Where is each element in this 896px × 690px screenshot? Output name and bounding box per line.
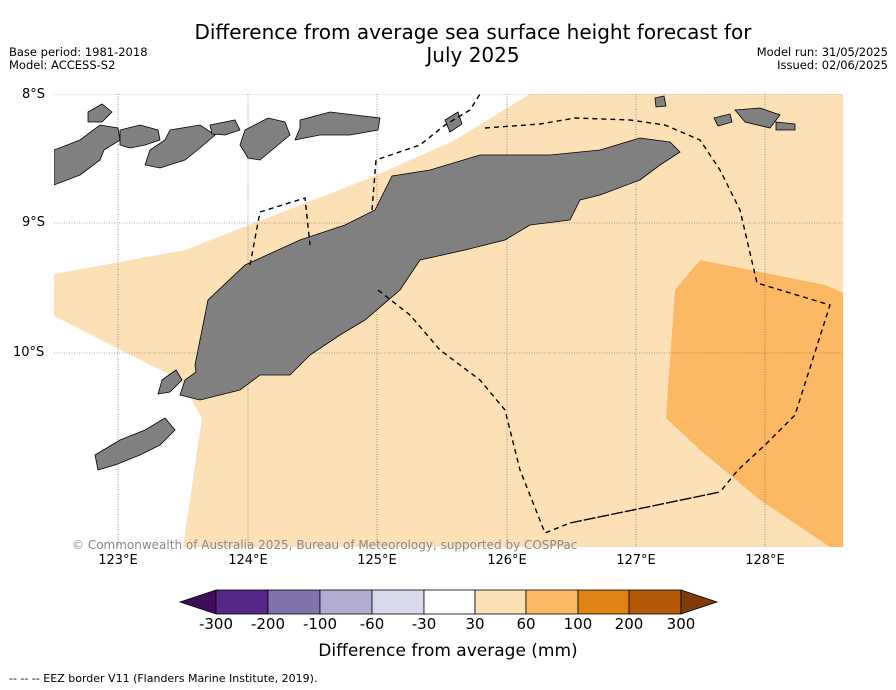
islet-b xyxy=(444,111,463,133)
colorbar-seg-9 xyxy=(628,589,682,615)
colorbar-tick-label: -100 xyxy=(302,615,338,633)
colorbar-tick-label: -30 xyxy=(411,615,437,633)
lon-label-124e: 124°E xyxy=(228,553,268,568)
colorbar-tick-label: 300 xyxy=(666,615,696,633)
colorbar-seg-4 xyxy=(371,589,425,615)
colorbar-tick-label: -200 xyxy=(250,615,286,633)
copyright-notice: © Commonwealth of Australia 2025, Bureau… xyxy=(72,538,578,552)
wetar-island xyxy=(294,111,381,141)
lat-label-10s: 10°S xyxy=(13,345,45,360)
islet-c xyxy=(654,95,667,108)
colorbar-extend-high xyxy=(680,589,719,615)
colorbar-tick-label: -60 xyxy=(359,615,385,633)
flores-island xyxy=(54,124,121,186)
lon-label-126e: 126°E xyxy=(487,553,527,568)
colorbar-seg-1 xyxy=(215,589,269,615)
colorbar-seg-7 xyxy=(525,589,579,615)
sumba-island xyxy=(94,417,176,471)
colorbar-tick-label: 100 xyxy=(563,615,593,633)
colorbar xyxy=(178,589,719,615)
colorbar-tick-label: 60 xyxy=(516,615,536,633)
meta-left: Base period: 1981-2018 Model: ACCESS-S2 xyxy=(9,46,148,72)
anomaly-region-60-100 xyxy=(666,260,843,547)
colorbar-extend-low xyxy=(178,589,217,615)
colorbar-seg-8 xyxy=(577,589,630,615)
lon-label-125e: 125°E xyxy=(357,553,397,568)
colorbar-seg-3 xyxy=(319,589,373,615)
colorbar-title: Difference from average (mm) xyxy=(318,641,578,661)
map-area xyxy=(54,94,843,547)
model-name: Model: ACCESS-S2 xyxy=(9,58,116,72)
anomaly-region-30-60 xyxy=(54,94,843,547)
eez-footnote: -- -- -- EEZ border V11 (Flanders Marine… xyxy=(9,672,318,685)
map-title-line1: Difference from average sea surface heig… xyxy=(194,20,752,44)
meta-right: Model run: 31/05/2025 Issued: 02/06/2025 xyxy=(757,46,888,72)
islet-d xyxy=(734,107,781,129)
lon-label-127e: 127°E xyxy=(616,553,656,568)
colorbar-tick-label: -300 xyxy=(198,615,234,633)
pantar-island xyxy=(209,119,241,136)
model-run: Model run: 31/05/2025 xyxy=(756,45,888,59)
colorbar-tick-label: 30 xyxy=(465,615,485,633)
colorbar-tick-label: 200 xyxy=(614,615,644,633)
islet-e xyxy=(775,121,796,131)
colorbar-seg-2 xyxy=(267,589,321,615)
lat-label-8s: 8°S xyxy=(22,87,46,102)
islet-f xyxy=(713,113,733,127)
colorbar-seg-5 xyxy=(423,589,476,615)
alor-island xyxy=(144,124,216,169)
lat-label-9s: 9°S xyxy=(22,215,46,230)
lon-label-123e: 123°E xyxy=(98,553,138,568)
flores-island-east xyxy=(119,124,161,149)
base-period: Base period: 1981-2018 xyxy=(9,45,148,59)
map-title-line2: July 2025 xyxy=(426,43,520,67)
eez-border xyxy=(249,94,831,534)
issued-date: Issued: 02/06/2025 xyxy=(777,58,888,72)
timor-island xyxy=(179,137,681,401)
rote-island xyxy=(157,369,183,395)
landmasses xyxy=(54,95,796,471)
wetar-west xyxy=(239,117,291,161)
islet-a xyxy=(87,103,113,123)
colorbar-seg-6 xyxy=(474,589,527,615)
lon-label-128e: 128°E xyxy=(745,553,785,568)
